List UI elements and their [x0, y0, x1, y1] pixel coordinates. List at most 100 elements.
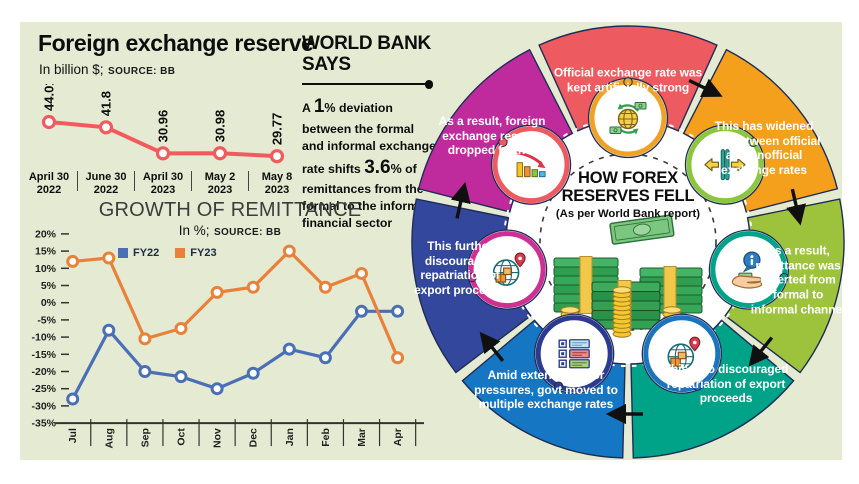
reserve-unit-label: In billion $; [39, 62, 104, 77]
growth-x-label: Mar [356, 428, 368, 447]
fy23-data-point [210, 285, 224, 299]
flow-arrow [688, 78, 723, 98]
reserve-value-label: 29.77 [270, 113, 285, 146]
growth-x-label: Jan [284, 428, 296, 446]
reserve-x-label: 2022 [37, 184, 61, 196]
growth-x-label: Aug [103, 428, 115, 448]
checklist-icon [558, 339, 590, 369]
growth-x-label: Dec [248, 428, 260, 447]
growth-x-label: Sep [139, 428, 151, 447]
center-dashed-circle [539, 153, 717, 331]
fy22-data-point [174, 370, 188, 384]
fy23-data-point [138, 332, 152, 346]
reserve-x-label: 2022 [94, 184, 118, 196]
fy23-line [72, 249, 400, 359]
reserve-x-label: May 2 [205, 171, 236, 183]
growth-x-label: Feb [320, 428, 332, 447]
statement-big-number: 1 [313, 96, 325, 118]
fy22-data-point [391, 304, 405, 318]
reserve-data-point [98, 120, 114, 135]
fy23-data-point [391, 351, 405, 365]
fy22-data-point [66, 392, 80, 406]
reserve-chart-title: Foreign exchange reserve [38, 30, 314, 56]
reserve-x-label: 2023 [208, 184, 232, 196]
reserve-x-label: May 8 [262, 171, 293, 183]
growth-unit-label: In %; [178, 223, 210, 238]
fy23-data-point [174, 322, 188, 335]
growth-y-label: -30% [31, 400, 56, 412]
fy23-data-point [246, 280, 260, 294]
growth-y-label: 10% [35, 263, 57, 275]
flow-arrow [748, 336, 774, 367]
underline-end-dot [424, 80, 433, 89]
growth-line-chart: 20% 15% 10% 5% 0% -5% -10% -15% -20% -25% -30% -35%… [31, 228, 424, 449]
icon-medallion-ring [492, 126, 570, 204]
fy22-line [71, 309, 398, 400]
flow-arrow [786, 188, 807, 226]
reserve-data-point [41, 114, 57, 130]
growth-y-label: -10% [31, 332, 56, 344]
reserve-source-label: SOURCE: BB [108, 66, 176, 77]
coin-stack [560, 306, 580, 314]
statement-text: of remittances from the formal to the in… [302, 161, 429, 230]
fy23-data-point [66, 254, 80, 268]
growth-source-label: SOURCE: BB [213, 227, 282, 238]
wbs-title-line1: WORLD BANK [302, 33, 431, 54]
statement-pct: % [324, 101, 336, 116]
growth-x-label: Apr [392, 428, 404, 446]
legend-item-fy22: FY22 [118, 247, 159, 259]
growth-y-label: 5% [41, 280, 57, 292]
fy22-data-point [355, 304, 368, 318]
growth-y-label: -20% [31, 366, 56, 378]
reserve-x-label: 2023 [151, 184, 175, 196]
wbs-title-line2: SAYS [302, 53, 351, 75]
reserve-x-label: April 30 [143, 171, 183, 183]
growth-chart-subtitle: In %; SOURCE: BB [40, 222, 420, 240]
statement-pct: % [390, 161, 402, 176]
fy22-data-point [210, 382, 224, 396]
growth-y-label: -35% [31, 418, 56, 430]
statement-big-number: 3.6 [364, 156, 391, 178]
fy22-data-point [246, 366, 260, 380]
fy23-data-point [282, 244, 296, 258]
wheel-graphic [411, 25, 845, 459]
statement-text: deviation between the formal and informa… [302, 101, 436, 176]
medallion-dot [692, 381, 703, 391]
legend-label: FY22 [133, 247, 160, 259]
fy22-data-point [318, 351, 332, 365]
legend-item-fy23: FY23 [175, 247, 217, 259]
medallion-dot [498, 137, 508, 147]
growth-y-label: 15% [35, 246, 57, 258]
reserve-value-label: 30.96 [156, 110, 171, 143]
legend-label: FY23 [190, 247, 217, 259]
legend-swatch [175, 248, 186, 258]
growth-y-label: -25% [31, 383, 56, 395]
fy22-data-point [138, 365, 152, 378]
growth-x-label: Nov [212, 428, 224, 448]
fy22-data-point [282, 342, 296, 356]
reserve-chart-subtitle: In billion $; SOURCE: BB [39, 61, 175, 79]
growth-y-label: 0% [41, 297, 57, 309]
growth-x-label: Jul [67, 428, 79, 443]
reserve-x-label: 2023 [265, 184, 289, 196]
fy23-data-point [318, 280, 332, 294]
flow-arrow [450, 181, 471, 219]
medallion-dot [467, 272, 477, 283]
coin-stack [612, 286, 632, 294]
title-underline [302, 80, 433, 89]
world-bank-statement: A 1% deviation between the formal and in… [302, 94, 436, 231]
fy23-data-point [355, 266, 368, 280]
growth-chart-legend: FY22 FY23 [118, 245, 233, 263]
medallion-dot [779, 272, 789, 283]
flow-arrow [479, 331, 505, 363]
growth-y-label: -5% [37, 314, 56, 326]
forex-cycle-wheel: Official exchange rate was kept artifici… [408, 18, 848, 468]
medallion-dot [748, 137, 758, 147]
fy22-data-point [102, 323, 116, 337]
reserve-x-label: April 30 [29, 171, 69, 183]
reserve-data-point [269, 149, 285, 164]
reserve-value-label: 41.8 [99, 91, 114, 116]
coin-stack [662, 306, 682, 314]
growth-y-label: 20% [35, 228, 57, 240]
